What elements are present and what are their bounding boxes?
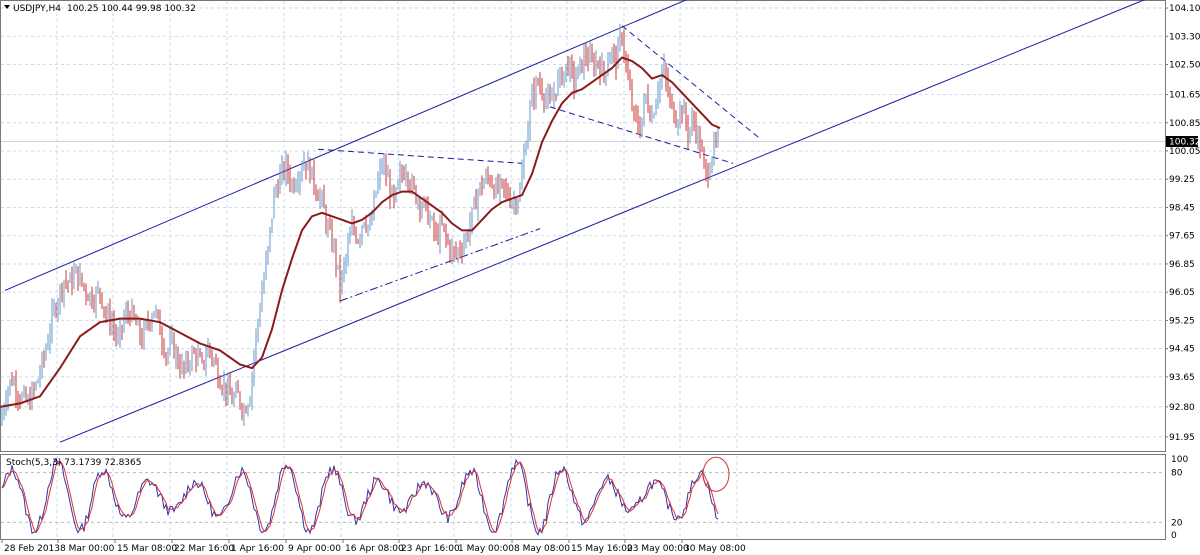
last-price: 100.32 [1169,138,1200,148]
x-tick-label: 8 May 08:00 [514,544,570,554]
y-tick-label: 103.30 [1169,32,1200,42]
y-tick-label: 96.85 [1169,260,1195,270]
stoch-main-line [1,457,719,536]
stochastic-axis: 100 80 20 0 [1171,455,1188,541]
y-tick-label: 98.45 [1169,203,1195,213]
grid-lines [1,1,1165,539]
dropdown-triangle-icon[interactable] [4,5,10,9]
y-tick-label: 100.85 [1169,119,1200,129]
x-tick-label: 9 Apr 00:00 [288,544,341,554]
y-tick-label: 100.05 [1169,147,1200,157]
y-tick-label: 101.65 [1169,91,1200,101]
x-tick-label: 16 Apr 08:00 [345,544,404,554]
x-tick-label: 1 May 00:00 [458,544,514,554]
y-tick-label: 93.65 [1169,373,1195,383]
stochastic-series [1,456,730,536]
y-tick-label: 94.45 [1169,345,1195,355]
stoch-plot-frame [0,454,1166,540]
x-tick-label: 30 May 08:00 [684,544,746,554]
stoch-tick-label: 0 [1171,531,1177,541]
moving-average [0,56,721,408]
x-tick-label: 8 Mar 00:00 [60,544,115,554]
y-tick-label: 92.80 [1169,403,1195,413]
trendline[interactable] [4,0,700,291]
stoch-signal-line [1,460,719,534]
stoch-tick-label: 20 [1171,518,1183,528]
y-tick-label: 104.10 [1169,4,1200,14]
trendline[interactable] [339,228,541,302]
stoch-tick-label: 80 [1171,469,1183,479]
y-tick-label: 96.05 [1169,288,1195,298]
x-tick-label: 15 May 16:00 [571,544,633,554]
x-tick-label: 28 Feb 2013 [4,544,60,554]
highlight-circle [702,456,730,492]
x-tick-label: 23 Apr 16:00 [401,544,460,554]
y-tick-label: 95.25 [1169,316,1195,326]
stoch-tick-label: 100 [1171,455,1188,465]
y-tick-label: 99.25 [1169,175,1195,185]
ohlc-values: 100.25 100.44 99.98 100.32 [67,4,196,14]
price-axis: 104.10 103.30 102.50 101.65 100.85 100.05 99.2… [1165,4,1200,443]
trendline[interactable] [317,148,523,164]
main-plot-frame [0,0,1166,452]
last-price-tag: 100.32 [1166,136,1200,148]
symbol-title: USDJPY,H4 [13,4,61,14]
y-tick-label: 91.95 [1169,433,1195,443]
x-tick-label: 15 Mar 08:00 [117,544,177,554]
trendline[interactable] [59,0,1150,443]
y-tick-label: 102.50 [1169,61,1200,71]
x-tick-label: 22 Mar 16:00 [174,544,234,554]
candle-series [1,24,719,426]
y-tick-label: 97.65 [1169,232,1195,242]
x-tick-label: 1 Apr 16:00 [231,544,284,554]
chart-title[interactable]: USDJPY,H4 100.25 100.44 99.98 100.32 [4,4,196,14]
stoch-title: Stoch(5,3,3) 73.1739 72.8365 [6,458,141,468]
moving-average-line [0,56,721,408]
x-tick-label: 23 May 00:00 [627,544,689,554]
